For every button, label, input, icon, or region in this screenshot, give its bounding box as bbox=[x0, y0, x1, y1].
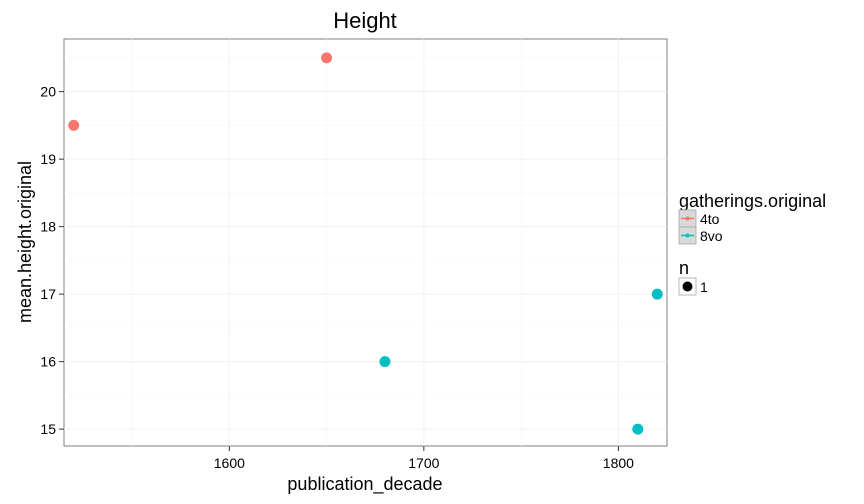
y-tick-label: 15 bbox=[40, 421, 56, 437]
y-axis-title: mean.height.original bbox=[15, 161, 35, 323]
data-point-8vo bbox=[632, 423, 644, 435]
legend-size-point bbox=[682, 281, 693, 292]
x-tick-label: 1600 bbox=[214, 455, 245, 471]
legend-key-point-4to bbox=[685, 216, 690, 221]
x-axis-title: publication_decade bbox=[287, 474, 442, 495]
plot-panel bbox=[63, 38, 668, 447]
legend-color-title: gatherings.original bbox=[679, 191, 826, 211]
y-tick-label: 20 bbox=[40, 84, 56, 100]
legend-label-4to: 4to bbox=[700, 211, 720, 227]
y-tick-label: 17 bbox=[40, 286, 56, 302]
chart-title: Height bbox=[333, 8, 397, 33]
x-axis-ticks: 1600 1700 1800 bbox=[214, 446, 634, 471]
grid-lines bbox=[64, 39, 667, 446]
data-point-8vo bbox=[379, 356, 391, 368]
y-tick-label: 19 bbox=[40, 151, 56, 167]
data-point-4to bbox=[321, 52, 333, 64]
x-tick-label: 1700 bbox=[408, 455, 439, 471]
x-tick-label: 1800 bbox=[603, 455, 634, 471]
y-tick-label: 16 bbox=[40, 354, 56, 370]
y-axis-ticks: 15 16 17 18 19 20 bbox=[40, 84, 64, 437]
legend-label-8vo: 8vo bbox=[700, 228, 723, 244]
data-points bbox=[68, 52, 663, 435]
legend-size-label: 1 bbox=[700, 279, 708, 295]
data-point-4to bbox=[68, 119, 80, 131]
legend-size-title: n bbox=[679, 258, 689, 278]
y-tick-label: 18 bbox=[40, 219, 56, 235]
data-point-8vo bbox=[651, 288, 663, 300]
legend-size-entries: 1 bbox=[678, 277, 708, 296]
panel-border bbox=[63, 38, 668, 447]
legend-key-point-8vo bbox=[685, 233, 690, 238]
